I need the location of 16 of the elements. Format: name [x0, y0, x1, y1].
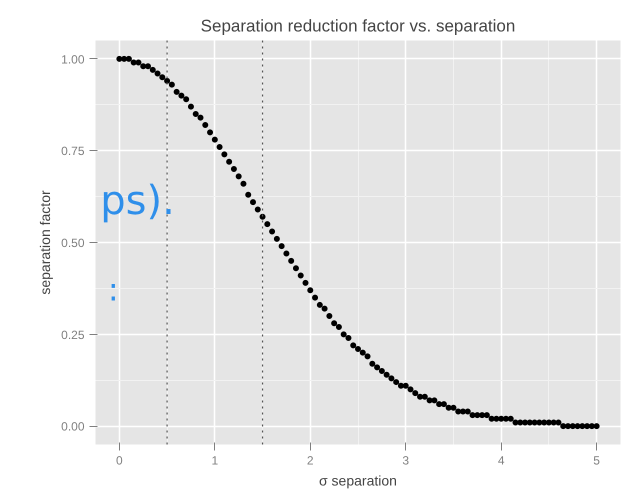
- x-axis-title: σ separation: [319, 472, 397, 488]
- y-tick-label: 1.00: [61, 52, 85, 66]
- y-tick-label: 0.75: [61, 144, 85, 158]
- x-tick-label: 2: [306, 454, 314, 468]
- x-tick-label: 0: [116, 454, 124, 468]
- y-tick-label: 0.00: [61, 420, 85, 434]
- y-axis-title: separation factor: [37, 190, 54, 295]
- x-tick-label: 3: [402, 454, 410, 468]
- y-tick-label: 0.25: [61, 328, 85, 342]
- x-tick-label: 5: [593, 454, 600, 468]
- y-tick-label: 0.50: [61, 236, 85, 250]
- annotation: ps).: [100, 178, 175, 224]
- annotation: :: [108, 270, 119, 309]
- chart-title: Separation reduction factor vs. separation: [200, 16, 516, 36]
- x-tick-label: 4: [498, 454, 505, 468]
- x-tick-label: 1: [211, 454, 218, 468]
